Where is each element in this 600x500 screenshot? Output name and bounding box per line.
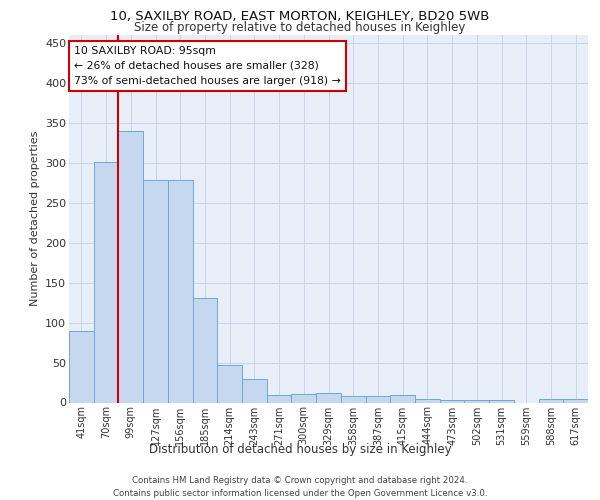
Bar	[464, 400, 489, 402]
Bar	[118, 131, 143, 402]
Bar	[489, 400, 514, 402]
Bar	[94, 162, 118, 402]
Bar	[292, 394, 316, 402]
Text: Size of property relative to detached houses in Keighley: Size of property relative to detached ho…	[134, 21, 466, 34]
Bar	[341, 396, 365, 402]
Bar	[440, 400, 464, 402]
Bar	[193, 298, 217, 403]
Bar	[390, 396, 415, 402]
Bar	[242, 378, 267, 402]
Text: Distribution of detached houses by size in Keighley: Distribution of detached houses by size …	[149, 442, 451, 456]
Text: 10 SAXILBY ROAD: 95sqm
← 26% of detached houses are smaller (328)
73% of semi-de: 10 SAXILBY ROAD: 95sqm ← 26% of detached…	[74, 46, 341, 86]
Bar	[217, 365, 242, 403]
Bar	[143, 180, 168, 402]
Text: 10, SAXILBY ROAD, EAST MORTON, KEIGHLEY, BD20 5WB: 10, SAXILBY ROAD, EAST MORTON, KEIGHLEY,…	[110, 10, 490, 23]
Bar	[563, 400, 588, 402]
Y-axis label: Number of detached properties: Number of detached properties	[29, 131, 40, 306]
Bar	[415, 400, 440, 402]
Bar	[69, 330, 94, 402]
Bar	[168, 180, 193, 402]
Bar	[267, 396, 292, 402]
Text: Contains HM Land Registry data © Crown copyright and database right 2024.
Contai: Contains HM Land Registry data © Crown c…	[113, 476, 487, 498]
Bar	[539, 400, 563, 402]
Bar	[316, 393, 341, 402]
Bar	[365, 396, 390, 402]
